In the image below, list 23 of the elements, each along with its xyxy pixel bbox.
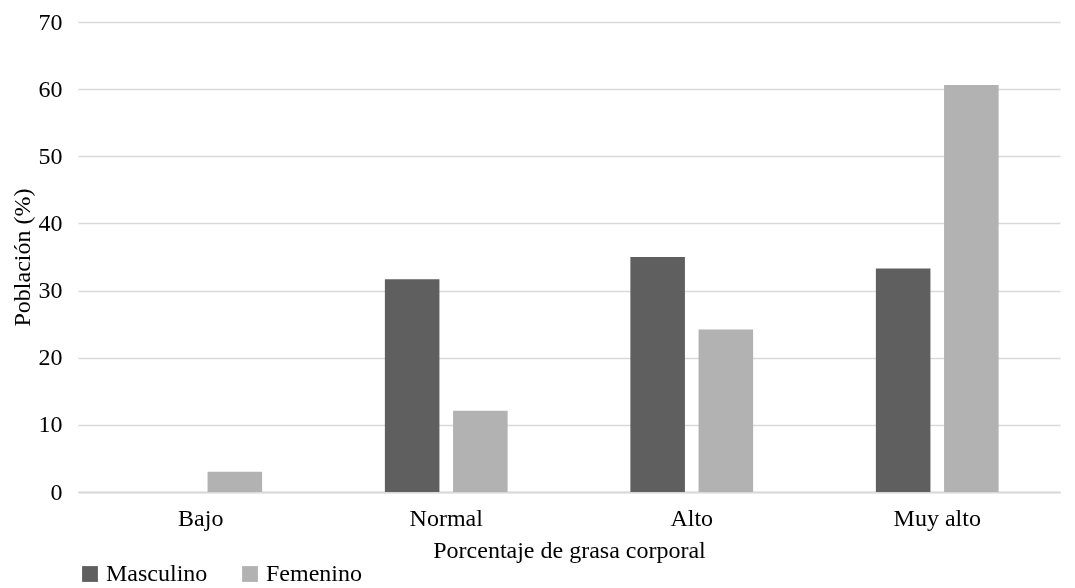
- y-tick-label: 20: [38, 344, 63, 371]
- y-axis-title: Población (%): [8, 188, 35, 327]
- legend-label: Femenino: [266, 560, 362, 586]
- x-axis-title: Porcentaje de grasa corporal: [433, 536, 707, 563]
- x-tick-label: Alto: [670, 504, 714, 531]
- bar: [698, 329, 754, 492]
- bar: [630, 257, 685, 492]
- y-tick-label: 50: [38, 142, 63, 169]
- bar: [944, 85, 999, 492]
- bar: [453, 410, 508, 492]
- y-tick-label: 70: [38, 8, 63, 35]
- y-tick-label: 30: [38, 277, 63, 304]
- bar: [384, 279, 440, 492]
- bar: [207, 471, 263, 492]
- x-tick-label: Normal: [409, 504, 484, 531]
- y-tick-label: 10: [38, 411, 63, 438]
- legend-label: Masculino: [106, 560, 208, 586]
- bar: [875, 268, 931, 492]
- x-tick-label: Muy alto: [893, 504, 981, 531]
- x-tick-label: Bajo: [178, 504, 224, 531]
- y-tick-label: 40: [38, 209, 63, 236]
- y-tick-label: 0: [50, 478, 63, 505]
- y-tick-label: 60: [38, 75, 63, 102]
